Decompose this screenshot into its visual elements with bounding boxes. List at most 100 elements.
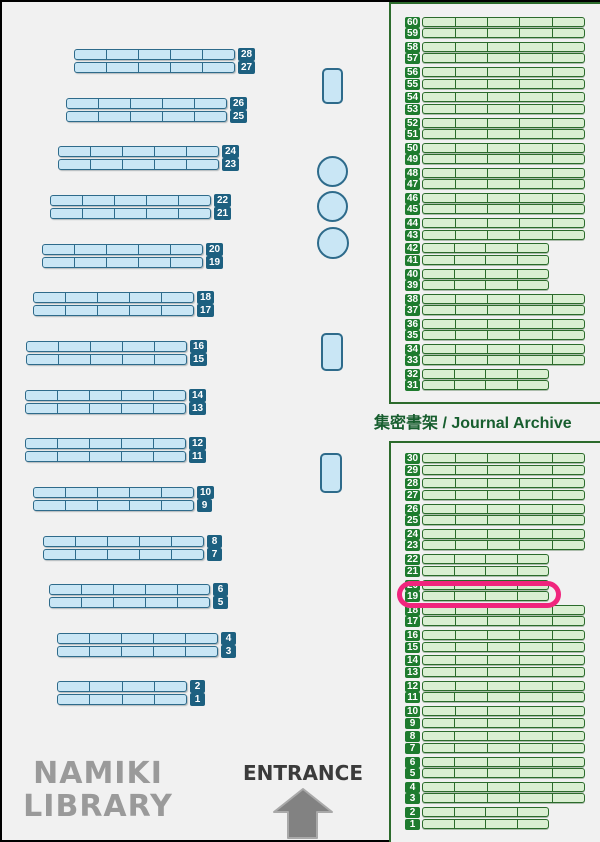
shelf-segment: [423, 454, 456, 462]
shelf-segment: [520, 130, 553, 138]
shelf-row: [422, 504, 586, 514]
shelf-segment: [520, 505, 553, 513]
shelf-row: [422, 380, 550, 390]
shelf-segment: [553, 306, 584, 314]
shelf-line: 50: [405, 143, 586, 154]
shelf-segment: [456, 180, 488, 188]
shelf-row: [422, 17, 586, 27]
shelf-segment: [455, 256, 487, 264]
shelf-segment: [520, 80, 553, 88]
shelf-number-badge: 3: [221, 645, 236, 658]
shelf-line: 26: [405, 504, 586, 515]
shelf-segment: [122, 452, 154, 461]
shelf-segment: [423, 693, 456, 701]
shelf-segment: [488, 356, 521, 364]
shelf-segment: [488, 617, 521, 625]
shelf-line: 32: [405, 369, 550, 380]
shelf-segment: [203, 63, 234, 72]
shelf-segment: [553, 719, 584, 727]
shelf-segment: [488, 643, 521, 651]
shelf-segment: [553, 668, 584, 676]
shelf-row: [50, 195, 211, 206]
shelf-row: [33, 292, 194, 303]
shelf-segment: [520, 744, 553, 752]
shelf-number-badge: 7: [207, 548, 222, 561]
shelf-line: 9: [33, 499, 212, 512]
shelf-segment: [423, 194, 456, 202]
shelf-segment: [171, 258, 202, 267]
shelf-row: [422, 465, 586, 475]
shelf-segment: [155, 355, 186, 364]
shelf-line: 8: [43, 535, 222, 548]
shelf-number-badge: 29: [405, 465, 421, 476]
shelf-segment: [76, 550, 108, 559]
shelf-segment: [26, 391, 58, 400]
shelf-number-badge: 27: [405, 490, 421, 501]
shelf-segment: [423, 732, 456, 740]
shelf-row: [422, 706, 586, 716]
shelf-segment: [162, 293, 193, 302]
shelf-row: [422, 529, 586, 539]
shelf-line: 2: [405, 807, 549, 818]
shelf-segment: [553, 541, 584, 549]
shelf-line: 55: [405, 79, 586, 90]
shelf-segment: [553, 356, 584, 364]
shelf-segment: [122, 404, 154, 413]
shelf-number-badge: 10: [197, 486, 215, 499]
shelf-row: [57, 681, 187, 692]
shelf-segment: [456, 466, 488, 474]
shelf-line: 12: [405, 681, 586, 692]
shelf-segment: [456, 656, 488, 664]
shelf-row: [422, 718, 585, 728]
shelf-number-badge: 13: [189, 402, 207, 415]
shelf-segment: [456, 682, 488, 690]
shelf-segment: [423, 54, 456, 62]
shelf-segment: [146, 598, 178, 607]
shelf-segment: [423, 370, 455, 378]
shelf-segment: [51, 196, 83, 205]
shelf-segment: [520, 231, 553, 239]
shelf-segment: [423, 541, 456, 549]
shelf-line: 34: [405, 344, 586, 355]
shelf-segment: [520, 617, 553, 625]
shelf-segment: [486, 555, 518, 563]
table-rect-icon: [321, 333, 343, 371]
shelf-row: [422, 255, 550, 265]
shelf-segment: [456, 205, 488, 213]
shelf-segment: [122, 439, 154, 448]
shelf-segment: [423, 758, 456, 766]
shelf-segment: [423, 68, 456, 76]
shelf-line: 10: [405, 706, 586, 717]
shelf-number-badge: 14: [405, 655, 421, 666]
shelf-row: [25, 390, 186, 401]
shelf-segment: [163, 112, 195, 121]
shelf-line: 20: [42, 243, 224, 256]
shelf-line: 6: [49, 583, 228, 596]
shelf-segment: [154, 404, 185, 413]
shelf-number-badge: 28: [405, 478, 421, 489]
shelf-segment: [456, 356, 488, 364]
shelf-segment: [423, 668, 456, 676]
shelf-segment: [455, 758, 488, 766]
shelf-segment: [488, 732, 521, 740]
shelf-number-badge: 13: [405, 667, 421, 678]
shelf-line: 54: [405, 92, 586, 103]
shelf-segment: [423, 295, 456, 303]
shelf-line: 9: [405, 718, 585, 729]
shelf-segment: [553, 345, 584, 353]
shelf-segment: [195, 99, 226, 108]
shelf-segment: [553, 119, 584, 127]
shelf-segment: [520, 769, 553, 777]
shelf-segment: [456, 130, 488, 138]
shelf-line: 5: [405, 768, 585, 779]
shelf-segment: [553, 194, 584, 202]
shelf-segment: [520, 345, 553, 353]
shelf-number-badge: 34: [405, 344, 421, 355]
shelf-segment: [147, 209, 179, 218]
shelf-segment: [488, 719, 521, 727]
shelf-number-badge: 46: [405, 193, 421, 204]
shelf-segment: [423, 617, 456, 625]
shelf-segment: [553, 80, 584, 88]
shelf-line: 7: [43, 548, 222, 561]
shelf-segment: [98, 293, 130, 302]
